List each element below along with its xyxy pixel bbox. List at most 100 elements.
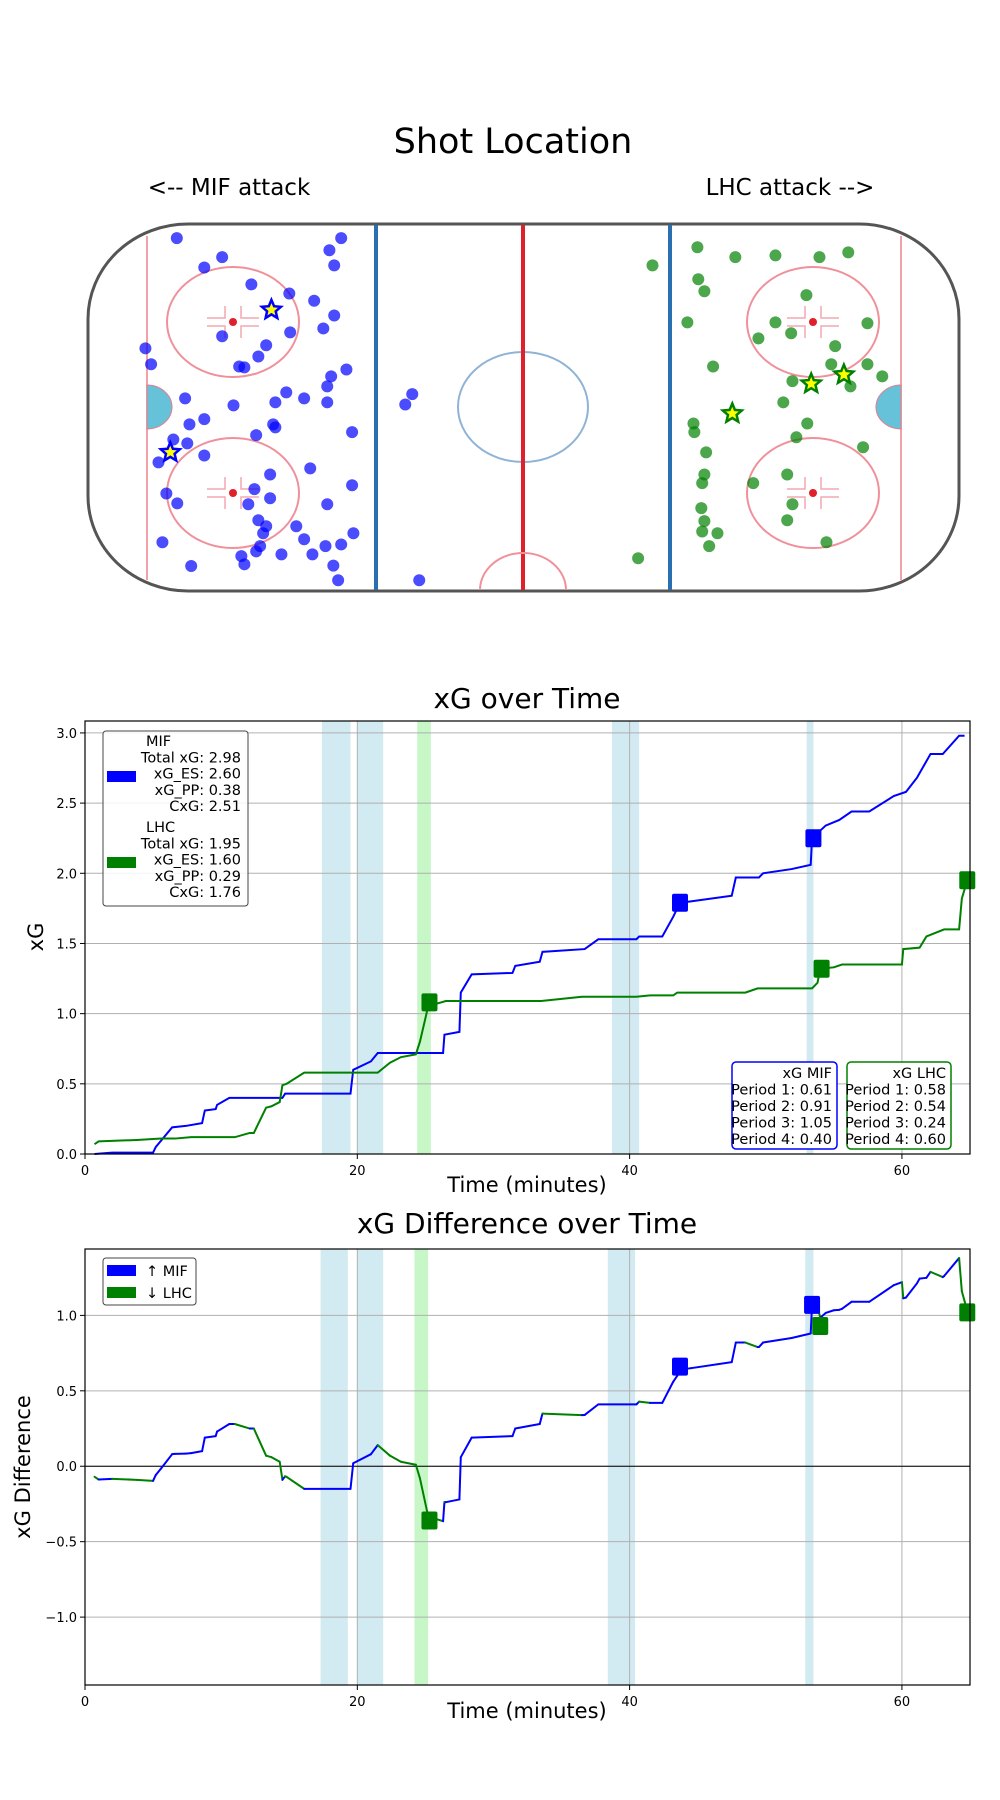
mif-shot-point	[250, 429, 263, 442]
x-tick-label: 60	[894, 1695, 911, 1710]
lhc-shot-point	[857, 441, 870, 454]
mif-legend-text: xG_PP: 0.38	[155, 783, 241, 799]
mif-shot-point	[275, 548, 288, 561]
referee-crease	[479, 552, 567, 591]
xg-chart-title: xG over Time	[433, 682, 620, 715]
lhc-goal-marker	[421, 1511, 438, 1530]
diff-segment-mif	[442, 1501, 446, 1523]
lhc-period-text: xG LHC	[892, 1066, 946, 1082]
lhc-shot-point	[844, 380, 857, 393]
mif-shot-point	[321, 498, 334, 511]
diff-segment-lhc	[929, 1270, 944, 1279]
lhc-powerplay-span	[417, 721, 431, 1154]
mif-shot-point	[323, 244, 336, 257]
mif-shot-point	[264, 468, 277, 481]
mif-powerplay-span	[806, 721, 814, 1154]
faceoff-hash-marks	[787, 477, 839, 509]
mif-shot-point	[183, 418, 196, 431]
mif-shot-point	[252, 350, 265, 363]
lhc-legend-text: xG_ES: 1.60	[154, 853, 241, 869]
diff-segment-lhc	[399, 1460, 417, 1466]
mif-shot-point	[171, 497, 184, 510]
mif-shot-point	[413, 574, 426, 587]
diff-legend-text: ↓ LHC	[146, 1286, 192, 1302]
mif-shot-point	[332, 574, 345, 587]
diff-chart-ylabel: xG Difference	[11, 1395, 35, 1539]
x-tick-label: 40	[621, 1695, 638, 1710]
lhc-legend-text: LHC	[146, 820, 175, 836]
diff-segment-mif	[459, 1436, 473, 1459]
series-line-mif	[94, 734, 965, 1155]
diff-segment-mif	[824, 1309, 835, 1314]
mif-shot-point	[327, 559, 340, 572]
mif-period-text: Period 1: 0.61	[731, 1083, 832, 1099]
diff-segment-mif	[943, 1257, 961, 1278]
lhc-shot-point	[813, 251, 826, 264]
diff-segment-mif	[470, 1435, 514, 1439]
y-tick-label: 0.5	[56, 1078, 77, 1093]
lhc-legend-swatch	[107, 1287, 136, 1298]
mif-powerplay-span	[357, 721, 384, 1154]
rink	[86, 222, 961, 593]
lhc-goal-marker	[812, 1316, 829, 1335]
diff-segment-lhc	[744, 1341, 759, 1349]
mif-shot-point	[198, 413, 211, 426]
diff-segment-lhc	[418, 1477, 430, 1518]
diff-segment-mif	[216, 1423, 231, 1433]
diff-segment-lhc	[638, 1400, 652, 1404]
lhc-shot-point	[790, 431, 803, 444]
lhc-shot-point	[747, 477, 760, 490]
y-tick-label: 2.5	[56, 797, 77, 812]
diff-segment-mif	[201, 1436, 206, 1453]
y-tick-label: 3.0	[56, 727, 77, 742]
mif-legend-text: CxG: 2.51	[169, 799, 241, 815]
faceoff-dot	[229, 489, 237, 497]
diff-segment-mif	[514, 1423, 541, 1430]
lhc-shot-point	[707, 360, 720, 373]
lhc-goal-marker	[959, 871, 976, 890]
lhc-period-text: Period 4: 0.60	[845, 1132, 946, 1148]
lhc-shot-point	[801, 417, 814, 430]
mif-period-text: Period 4: 0.40	[731, 1132, 832, 1148]
mif-attack-caption: <-- MIF attack	[148, 175, 311, 201]
y-tick-label: 1.0	[56, 1008, 77, 1023]
diff-segment-lhc	[252, 1427, 268, 1457]
lhc-period-text: Period 3: 0.24	[845, 1116, 946, 1132]
mif-shot-point	[335, 538, 348, 551]
lhc-shot-point	[698, 285, 711, 298]
mif-goal-marker	[671, 1357, 688, 1376]
mif-shot-point	[248, 483, 261, 496]
lhc-shot-point	[692, 273, 705, 286]
mif-shot-point	[170, 232, 183, 245]
lhc-legend-text: CxG: 1.76	[169, 885, 241, 901]
lhc-shot-point	[700, 446, 713, 459]
diff-segment-mif	[925, 1270, 932, 1279]
lhc-shot-point	[769, 316, 782, 329]
mif-shot-point	[139, 342, 152, 355]
x-tick-label: 0	[81, 1164, 89, 1179]
x-tick-label: 20	[349, 1695, 366, 1710]
diff-segment-mif	[868, 1284, 895, 1303]
mif-shot-point	[179, 392, 192, 405]
diff-segment-lhc	[111, 1477, 138, 1481]
diff-segment-lhc	[958, 1257, 963, 1293]
diff-segment-mif	[190, 1450, 204, 1455]
lhc-shot-point	[829, 340, 842, 353]
mif-shot-point	[406, 388, 419, 401]
diff-segment-mif	[757, 1341, 765, 1349]
x-tick-label: 0	[81, 1695, 89, 1710]
mif-shot-point	[399, 398, 412, 411]
mif-shot-point	[260, 339, 273, 352]
mif-goal-marker	[805, 829, 822, 848]
mif-shot-point	[308, 294, 321, 307]
diff-segment-mif	[672, 1374, 679, 1383]
lhc-period-text: Period 2: 0.54	[845, 1099, 946, 1115]
lhc-shot-point	[688, 426, 701, 439]
lhc-shot-point	[825, 358, 838, 371]
faceoff-hash-marks	[787, 306, 839, 338]
lhc-shot-point	[781, 514, 794, 527]
mif-goal-star	[157, 439, 183, 464]
xg-legend	[102, 730, 249, 907]
lhc-goal-star	[719, 400, 745, 425]
